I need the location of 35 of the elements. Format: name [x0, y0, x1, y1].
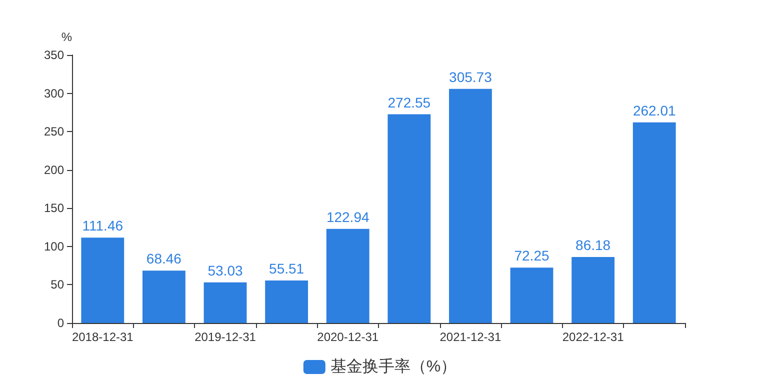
y-tick-label: 250 — [44, 124, 64, 139]
y-tick-label: 300 — [44, 86, 64, 100]
y-tick-label: 200 — [44, 162, 64, 177]
bar — [265, 280, 308, 323]
bar — [142, 270, 186, 323]
y-tick-label: 350 — [44, 48, 64, 62]
x-tick-label: 2019-12-31 — [194, 330, 256, 344]
data-label: 72.25 — [514, 248, 550, 264]
y-axis-title: % — [61, 30, 72, 44]
bar — [388, 114, 431, 323]
x-tick-label: 2022-12-31 — [562, 330, 624, 344]
data-label: 55.51 — [269, 260, 304, 276]
y-tick-label: 150 — [44, 201, 64, 216]
data-label: 122.94 — [326, 208, 370, 225]
bar — [632, 122, 676, 323]
bar — [81, 238, 124, 323]
bar — [510, 268, 554, 323]
bar — [448, 88, 492, 323]
data-label: 262.01 — [632, 102, 676, 118]
data-label: 272.55 — [388, 94, 431, 110]
x-tick-label: 2021-12-31 — [440, 330, 502, 344]
legend-label: 基金换手率（%） — [330, 358, 457, 376]
x-tick-label: 2020-12-31 — [317, 330, 379, 344]
data-label: 68.46 — [146, 250, 182, 267]
y-tick-label: 50 — [50, 278, 64, 292]
bar — [572, 257, 615, 323]
data-label: 111.46 — [82, 218, 124, 234]
bar — [204, 282, 247, 323]
y-tick-label: 100 — [44, 239, 64, 254]
data-label: 86.18 — [576, 237, 611, 254]
x-tick-label: 2018-12-31 — [72, 330, 134, 344]
data-label: 305.73 — [449, 68, 492, 85]
data-label: 53.03 — [208, 262, 243, 278]
y-tick-label: 0 — [57, 316, 64, 330]
bar — [326, 228, 370, 323]
